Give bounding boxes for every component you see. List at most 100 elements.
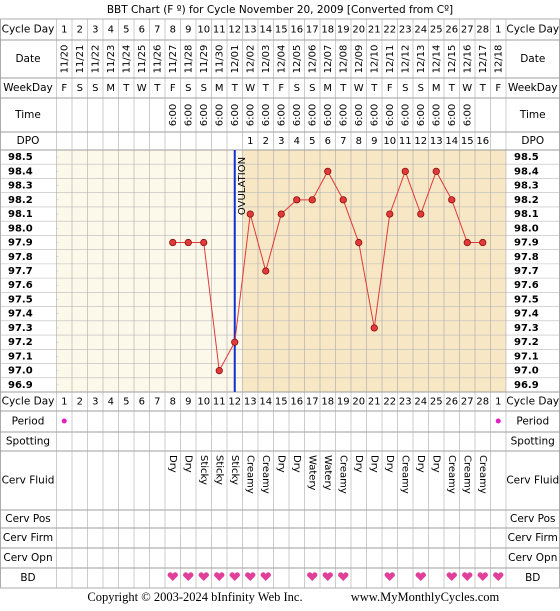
date: 11/23 [106, 45, 117, 74]
cervical-fluid: Creamy [477, 455, 488, 494]
cycle-day: 12 [228, 25, 241, 36]
temp-point [293, 196, 301, 204]
cervical-fluid: Creamy [446, 455, 457, 494]
dpo: 4 [294, 136, 300, 147]
cycle-day-bottom: 21 [368, 397, 381, 408]
temp-point [308, 196, 316, 204]
temp-point [324, 167, 332, 175]
dpo: 8 [356, 136, 362, 147]
cervical-fluid: Creamy [461, 455, 472, 494]
y-tick-label-right: 97.6 [514, 280, 539, 291]
date: 12/11 [385, 45, 396, 74]
row-box [0, 527, 560, 549]
cervical-fluid: Dry [353, 455, 364, 473]
copyright: Copyright © 2003-2024 bInfinity Web Inc. [87, 590, 302, 604]
y-tick-label-right: 97.5 [514, 294, 539, 305]
date: 12/13 [416, 45, 427, 74]
cycle-day: 13 [244, 25, 257, 36]
date: 11/21 [75, 45, 86, 74]
dpo: 14 [445, 136, 458, 147]
weekday: T [370, 83, 378, 94]
y-tick-label: 97.2 [8, 337, 33, 348]
y-tick-label: 97.4 [8, 309, 33, 320]
cycle-day-bottom: 16 [290, 397, 303, 408]
cervical-fluid: Creamy [260, 455, 271, 494]
weekday: S [185, 83, 191, 94]
cervical-fluid: Dry [368, 455, 379, 473]
cycle-day-bottom: 14 [259, 397, 272, 408]
date: 12/08 [338, 45, 349, 74]
date: 11/20 [59, 45, 70, 74]
weekday: W [354, 83, 364, 94]
y-tick-label-right: 97.2 [514, 337, 539, 348]
y-tick-label: 98.0 [8, 223, 33, 234]
temp-point [479, 238, 487, 247]
time: 6:00 [261, 104, 272, 126]
date: 11/22 [90, 45, 101, 74]
cycle-day-bottom: 5 [123, 397, 129, 408]
y-tick-label-right: 97.0 [514, 366, 539, 377]
post-ovulation-bg [242, 150, 506, 392]
cervical-fluid: Sticky [229, 455, 240, 485]
date: 12/12 [400, 45, 411, 74]
y-tick-label: 98.1 [8, 209, 33, 220]
time: 6:00 [338, 104, 349, 126]
dpo: 9 [371, 136, 377, 147]
date: 12/04 [276, 45, 287, 74]
cycle-day-bottom: 10 [197, 397, 210, 408]
cervical-fluid: Creamy [399, 455, 410, 494]
cycle-day: 3 [92, 25, 98, 36]
time: 6:00 [462, 104, 473, 126]
y-tick-label: 97.8 [8, 252, 33, 263]
cycle-day: 16 [290, 25, 303, 36]
cycle-day: 18 [321, 25, 334, 36]
y-tick-label: 97.1 [8, 351, 33, 362]
date: 12/09 [354, 45, 365, 74]
y-tick-label-right: 98.1 [514, 209, 539, 220]
period-dot [61, 418, 67, 424]
y-tick-label: 98.5 [8, 152, 33, 163]
weekday: F [495, 83, 501, 94]
y-tick-label-right: 97.1 [514, 351, 539, 362]
bd-heart [384, 572, 395, 581]
cycle-day-bottom: 4 [108, 397, 114, 408]
cervical-fluid: Dry [182, 455, 193, 473]
cycle-day: 24 [414, 25, 427, 36]
weekday: T [479, 83, 487, 94]
time: 6:00 [245, 104, 256, 126]
y-tick-label: 97.7 [8, 266, 33, 277]
row-label: DPO [17, 135, 40, 147]
temp-point [169, 238, 177, 247]
weekday: M [106, 83, 115, 94]
date: 12/16 [462, 45, 473, 74]
cycle-day-bottom: 12 [228, 397, 241, 408]
date: 12/15 [447, 45, 458, 74]
time: 6:00 [447, 104, 458, 126]
date: 11/24 [121, 45, 132, 74]
cycle-day-bottom: 18 [321, 397, 334, 408]
cycle-day: 20 [352, 25, 365, 36]
dpo: 10 [383, 136, 396, 147]
time: 6:00 [168, 104, 179, 126]
date: 11/29 [199, 45, 210, 74]
dpo: 11 [399, 136, 412, 147]
dpo: 13 [430, 136, 443, 147]
row-label: Cerv Opn [3, 552, 52, 564]
y-tick-label: 98.2 [8, 195, 33, 206]
cycle-day-bottom: 11 [213, 397, 226, 408]
date: 12/18 [493, 45, 504, 74]
row-label: Period [12, 416, 45, 428]
cervical-fluid: Sticky [213, 455, 224, 485]
cycle-day-bottom: 28 [476, 397, 489, 408]
cervical-fluid: Dry [291, 455, 302, 473]
cycle-day: 5 [123, 25, 129, 36]
date: 11/28 [183, 45, 194, 74]
row-label: Spotting [6, 436, 50, 448]
weekday: F [278, 83, 284, 94]
bd-heart [415, 572, 426, 581]
time: 6:00 [292, 104, 303, 126]
date: 12/17 [478, 45, 489, 74]
cycle-day: 23 [399, 25, 412, 36]
temp-point [262, 267, 270, 275]
row-label-right: Cerv Pos [510, 513, 556, 525]
